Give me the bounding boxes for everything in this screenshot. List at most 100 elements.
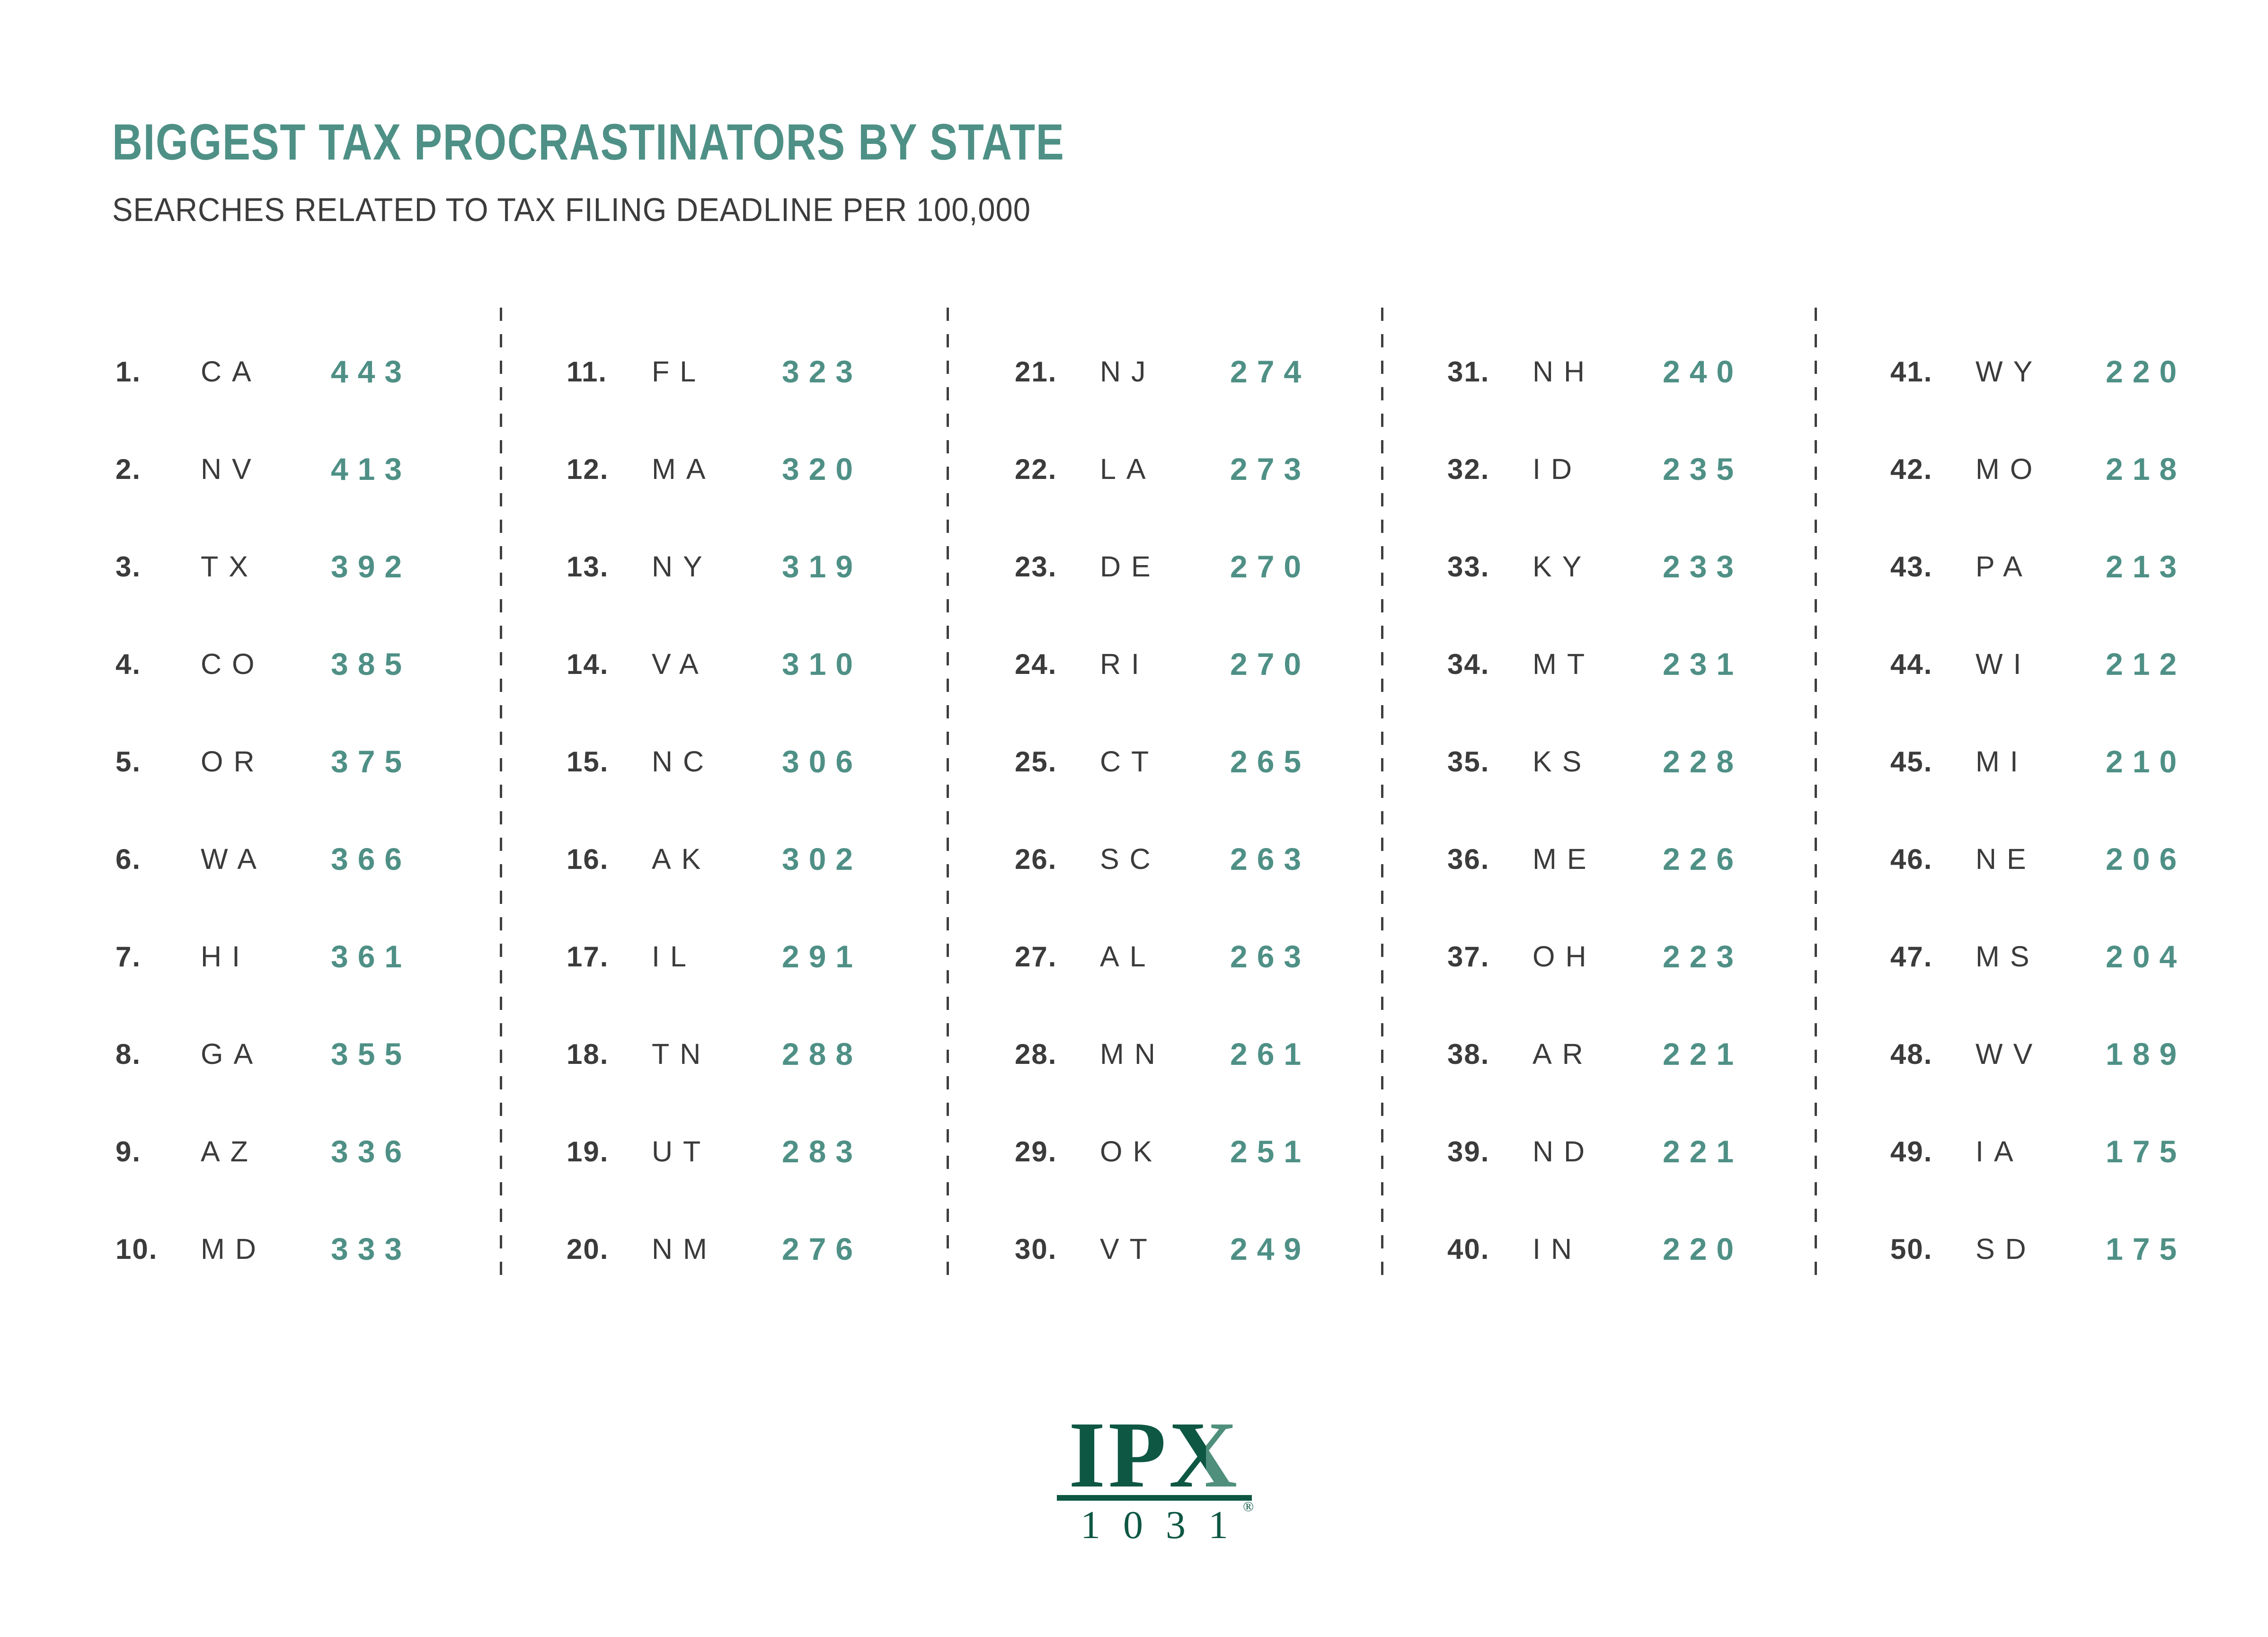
search-count: 210 xyxy=(2106,744,2187,779)
search-count: 274 xyxy=(1230,354,1311,389)
ranking-row: 36. ME 226 xyxy=(1447,810,1826,908)
ranking-column-3: 21. NJ 274 22. LA 273 23. DE 270 24. RI 270 25. CT 265… xyxy=(1015,323,1393,1298)
search-count: 302 xyxy=(782,841,863,876)
rank-number: 22. xyxy=(1015,453,1057,485)
search-count: 273 xyxy=(1230,451,1311,487)
search-count: 206 xyxy=(2106,841,2187,876)
ranking-row: 44. WI 212 xyxy=(1890,615,2268,713)
search-count: 228 xyxy=(1663,744,1744,779)
rank-number: 40. xyxy=(1447,1233,1490,1265)
state-code: MS xyxy=(1976,940,2040,973)
state-code: GA xyxy=(201,1038,264,1070)
ranking-row: 33. KY 233 xyxy=(1447,518,1826,615)
ranking-row: 21. NJ 274 xyxy=(1015,323,1393,420)
rank-number: 30. xyxy=(1015,1233,1057,1265)
rank-number: 5. xyxy=(115,745,142,778)
state-code: CA xyxy=(201,355,262,388)
logo-ip-letters: IP xyxy=(1068,1403,1169,1507)
logo-1031-digits: 1031 xyxy=(1081,1503,1251,1547)
ranking-row: 26. SC 263 xyxy=(1015,810,1393,908)
state-code: NJ xyxy=(1100,355,1156,388)
search-count: 265 xyxy=(1230,744,1311,779)
state-code: ID xyxy=(1533,453,1582,485)
rank-number: 35. xyxy=(1447,745,1490,778)
rank-number: 25. xyxy=(1015,745,1057,778)
ranking-row: 7. HI 361 xyxy=(115,908,494,1005)
search-count: 270 xyxy=(1230,646,1311,681)
state-code: DE xyxy=(1100,550,1161,583)
state-code: NH xyxy=(1533,355,1595,388)
ranking-row: 16. AK 302 xyxy=(567,810,945,908)
column-divider-2 xyxy=(947,308,949,1287)
ranking-row: 20. NM 276 xyxy=(567,1200,945,1298)
ranking-row: 43. PA 213 xyxy=(1890,518,2268,615)
ranking-row: 46. NE 206 xyxy=(1890,810,2268,908)
state-code: OK xyxy=(1100,1135,1163,1168)
state-code: IL xyxy=(652,940,697,973)
ranking-row: 10. MD 333 xyxy=(115,1200,494,1298)
search-count: 263 xyxy=(1230,939,1311,974)
rank-number: 28. xyxy=(1015,1038,1057,1070)
state-code: WY xyxy=(1976,355,2043,388)
search-count: 189 xyxy=(2106,1036,2187,1071)
ranking-row: 40. IN 220 xyxy=(1447,1200,1826,1298)
rank-number: 49. xyxy=(1890,1135,1933,1168)
rank-number: 46. xyxy=(1890,843,1933,875)
ranking-row: 31. NH 240 xyxy=(1447,323,1826,420)
search-count: 320 xyxy=(782,451,863,487)
rank-number: 1. xyxy=(115,355,142,388)
ranking-row: 14. VA 310 xyxy=(567,615,945,713)
search-count: 249 xyxy=(1230,1231,1311,1266)
registered-trademark-icon: ® xyxy=(1243,1499,1254,1514)
rank-number: 45. xyxy=(1890,745,1933,778)
search-count: 251 xyxy=(1230,1134,1311,1169)
search-count: 213 xyxy=(2106,549,2187,584)
rank-number: 39. xyxy=(1447,1135,1490,1168)
rank-number: 2. xyxy=(115,453,142,485)
ranking-column-4: 31. NH 240 32. ID 235 33. KY 233 34. MT 231 35. KS 228… xyxy=(1447,323,1826,1298)
search-count: 443 xyxy=(331,354,412,389)
state-code: ND xyxy=(1533,1135,1595,1168)
logo-divider-rule xyxy=(1057,1495,1252,1501)
state-code: MO xyxy=(1976,453,2043,485)
state-code: MN xyxy=(1100,1038,1166,1070)
ranking-row: 1. CA 443 xyxy=(115,323,494,420)
column-divider-4 xyxy=(1815,308,1817,1287)
search-count: 276 xyxy=(782,1231,863,1266)
state-code: KY xyxy=(1533,550,1592,583)
state-code: AL xyxy=(1100,940,1156,973)
rank-number: 48. xyxy=(1890,1038,1933,1070)
ranking-row: 12. MA 320 xyxy=(567,420,945,518)
search-count: 261 xyxy=(1230,1036,1311,1071)
ranking-row: 19. UT 283 xyxy=(567,1103,945,1200)
rank-number: 29. xyxy=(1015,1135,1057,1168)
state-code: OR xyxy=(201,745,265,778)
search-count: 333 xyxy=(331,1231,412,1266)
rank-number: 10. xyxy=(115,1233,158,1265)
state-code: MA xyxy=(652,453,716,485)
state-code: FL xyxy=(652,355,707,388)
rank-number: 43. xyxy=(1890,550,1933,583)
state-code: VA xyxy=(652,648,709,680)
page-title: BIGGEST TAX PROCRASTINATORS BY STATE xyxy=(112,113,1065,170)
ranking-row: 5. OR 375 xyxy=(115,713,494,810)
ranking-row: 27. AL 263 xyxy=(1015,908,1393,1005)
rank-number: 38. xyxy=(1447,1038,1490,1070)
ipx1031-logo: IPX X ® 1031 xyxy=(1057,1408,1254,1545)
rank-number: 33. xyxy=(1447,550,1490,583)
ranking-row: 50. SD 175 xyxy=(1890,1200,2268,1298)
rank-number: 23. xyxy=(1015,550,1057,583)
ranking-row: 25. CT 265 xyxy=(1015,713,1393,810)
search-count: 223 xyxy=(1663,939,1744,974)
rank-number: 34. xyxy=(1447,648,1490,680)
ranking-row: 6. WA 366 xyxy=(115,810,494,908)
rank-number: 11. xyxy=(567,355,608,388)
rank-number: 18. xyxy=(567,1038,609,1070)
ranking-row: 2. NV 413 xyxy=(115,420,494,518)
state-code: AK xyxy=(652,843,711,875)
state-code: WV xyxy=(1976,1038,2043,1070)
rank-number: 6. xyxy=(115,843,142,875)
state-code: NM xyxy=(652,1233,718,1265)
state-code: MD xyxy=(201,1233,266,1265)
